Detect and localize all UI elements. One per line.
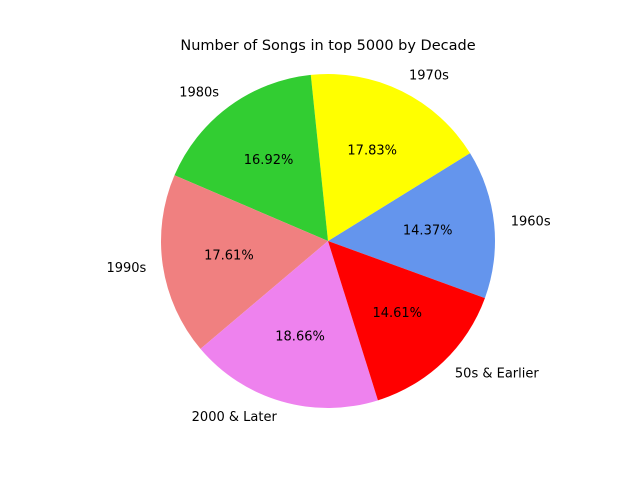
pie-slice-1980s [174,74,328,241]
pct-label-1970s: 17.83% [347,144,397,159]
chart-title: Number of Songs in top 5000 by Decade [180,38,475,54]
pie-slice-50s-and-earlier [328,241,485,401]
pie-slice-2000-and-later [200,241,378,408]
pct-label-50s-and-earlier: 14.61% [372,306,422,321]
pct-label-1990s: 17.61% [204,248,254,263]
pie-slice-1960s [328,153,496,299]
slice-label-50s-and-earlier: 50s & Earlier [455,366,539,381]
slice-label-1990s: 1990s [106,261,146,276]
slice-label-1960s: 1960s [511,215,551,230]
pie-labels: 1960s 14.37% 1970s 17.83% 1980s 16.92% 1990s 17… [106,69,550,425]
pct-label-1980s: 16.92% [244,153,294,168]
pct-label-1960s: 14.37% [403,223,453,238]
slice-label-1980s: 1980s [179,86,219,101]
pct-label-2000-and-later: 18.66% [275,330,325,345]
slice-label-1970s: 1970s [409,69,449,84]
pie-slice-1990s [161,175,328,349]
pie-slice-1970s [310,73,471,242]
slice-label-2000-and-later: 2000 & Later [192,410,278,425]
pie-slices [161,73,496,408]
